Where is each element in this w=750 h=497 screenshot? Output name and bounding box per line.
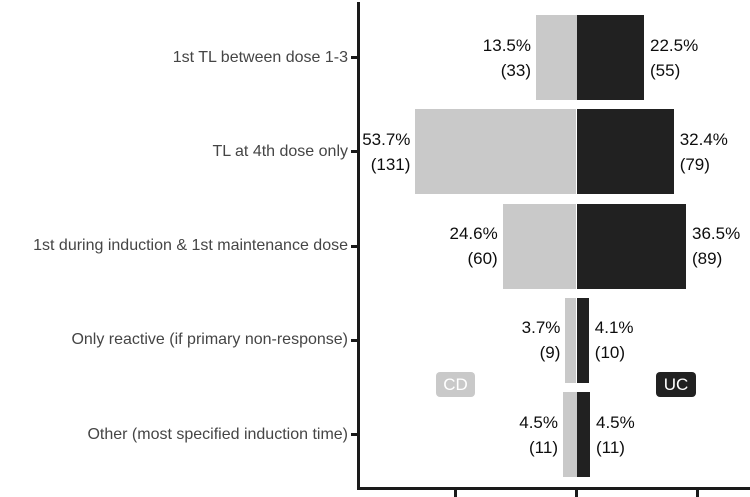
value-label-uc: 36.5% (89) xyxy=(692,221,740,271)
value-label-cd: 13.5% (33) xyxy=(483,33,531,83)
bar-uc xyxy=(576,203,686,289)
value-count-cd: (131) xyxy=(370,154,411,174)
bar-cd xyxy=(536,15,577,100)
value-label-uc: 4.5% (11) xyxy=(596,410,635,460)
x-axis-line xyxy=(357,487,750,490)
value-label-uc: 4.1% (10) xyxy=(595,315,634,365)
y-axis-tick xyxy=(351,433,357,436)
value-pct-cd: 13.5% xyxy=(482,35,531,55)
value-label-cd: 53.7% (131) xyxy=(362,127,410,177)
value-count-uc: (55) xyxy=(650,60,681,80)
bar-uc xyxy=(576,297,589,383)
y-axis-tick xyxy=(351,244,357,248)
value-count-cd: (60) xyxy=(467,249,498,268)
category-label: Other (most specified induction time) xyxy=(87,425,348,443)
value-pct-uc: 22.5% xyxy=(650,35,699,55)
bar-cd xyxy=(415,109,577,195)
y-axis-tick xyxy=(351,338,357,342)
value-count-uc: (79) xyxy=(679,154,710,174)
bar-cd xyxy=(563,392,577,477)
y-axis-line xyxy=(357,2,360,489)
bar-uc xyxy=(576,109,674,195)
value-count-cd: (9) xyxy=(539,343,561,363)
category-label: Only reactive (if primary non-response) xyxy=(71,331,348,349)
x-axis-tick xyxy=(575,490,578,497)
category-label: TL at 4th dose only xyxy=(212,142,349,160)
value-count-uc: (11) xyxy=(596,437,625,457)
value-pct-cd: 53.7% xyxy=(362,129,411,149)
value-pct-cd: 4.5% xyxy=(519,412,558,432)
bar-cd xyxy=(502,203,577,289)
value-pct-cd: 24.6% xyxy=(449,224,498,243)
y-axis-tick xyxy=(351,56,357,59)
value-label-cd: 3.7% (9) xyxy=(522,315,561,365)
bar-uc xyxy=(576,15,644,100)
value-label-uc: 32.4% (79) xyxy=(680,127,728,177)
category-label: 1st TL between dose 1-3 xyxy=(172,48,348,66)
value-label-cd: 24.6% (60) xyxy=(450,221,498,271)
bar-uc xyxy=(576,392,590,477)
value-pct-uc: 4.1% xyxy=(594,318,634,338)
x-axis-tick xyxy=(454,490,457,497)
value-pct-uc: 32.4% xyxy=(679,129,728,149)
value-count-cd: (33) xyxy=(500,60,531,80)
value-label-cd: 4.5% (11) xyxy=(519,410,558,460)
value-count-uc: (10) xyxy=(594,343,626,363)
category-label: 1st during induction & 1st maintenance d… xyxy=(33,237,348,254)
value-pct-cd: 3.7% xyxy=(521,318,561,338)
value-pct-uc: 4.5% xyxy=(596,412,635,432)
x-axis-tick xyxy=(696,490,699,497)
legend-key-uc: UC xyxy=(656,372,696,397)
value-label-uc: 22.5% (55) xyxy=(650,33,698,83)
legend-key-cd: CD xyxy=(436,372,475,397)
bar-cd xyxy=(565,297,577,383)
value-count-cd: (11) xyxy=(529,437,558,457)
value-pct-uc: 36.5% xyxy=(692,224,741,243)
value-count-uc: (89) xyxy=(692,249,723,268)
y-axis-tick xyxy=(351,150,357,154)
